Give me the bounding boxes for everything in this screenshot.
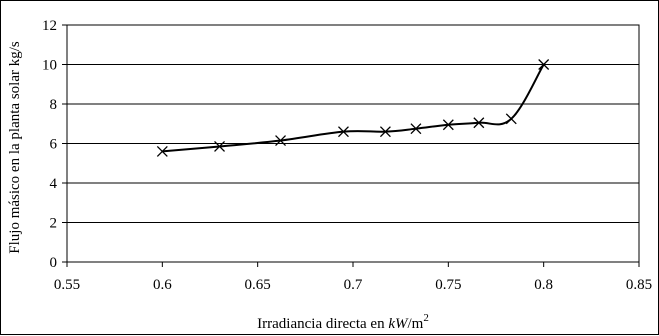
y-tick-label: 4 [50,176,58,192]
x-tick-label: 0.85 [626,277,652,293]
y-tick-label: 12 [42,18,57,34]
series-line [162,63,545,153]
data-point-marker [442,119,454,131]
y-tick-label: 8 [50,97,58,113]
ticks-layer: 0 2 4 6 8 10 12 0.55 0.6 0.65 0.7 0.75 0.8 0.85 [42,18,652,293]
data-point-marker [214,141,225,152]
x-tick-label: 0.6 [153,277,172,293]
y-axis-title: Flujo másico en la planta solar kg/s [7,41,23,254]
y-tick-label: 0 [50,255,58,271]
data-point-marker [410,123,422,135]
x-tick-label: 0.7 [344,277,363,293]
x-tick-label: 0.75 [435,277,461,293]
x-axis-title-unit-rest: /m [407,316,423,332]
y-tick-label: 2 [50,216,58,232]
data-point-marker [505,113,517,125]
data-point-marker [538,59,550,70]
data-point-marker [379,126,391,138]
y-tick-label: 10 [42,58,57,74]
data-point-marker [156,145,168,157]
x-tick-label: 0.55 [54,277,80,293]
data-point-marker [275,135,287,146]
x-axis-title-superscript: 2 [423,312,429,324]
x-axis-title: Irradiancia directa en kW/m2 [257,312,429,332]
x-axis-title-unit-italic: kW [388,316,409,332]
x-tick-label: 0.8 [534,277,553,293]
markers-layer [156,59,550,157]
x-axis-title-prefix: Irradiancia directa en [257,316,388,332]
series-layer [162,63,545,153]
x-tick-label: 0.65 [245,277,271,293]
grid-layer [67,24,639,223]
data-point-marker [473,117,485,129]
data-point-marker [338,126,349,138]
y-tick-label: 6 [50,137,58,153]
